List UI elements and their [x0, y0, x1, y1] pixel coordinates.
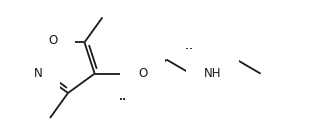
Text: O: O — [138, 67, 147, 80]
Text: NH: NH — [204, 67, 221, 80]
Text: O: O — [48, 34, 57, 47]
Text: N: N — [34, 67, 43, 80]
